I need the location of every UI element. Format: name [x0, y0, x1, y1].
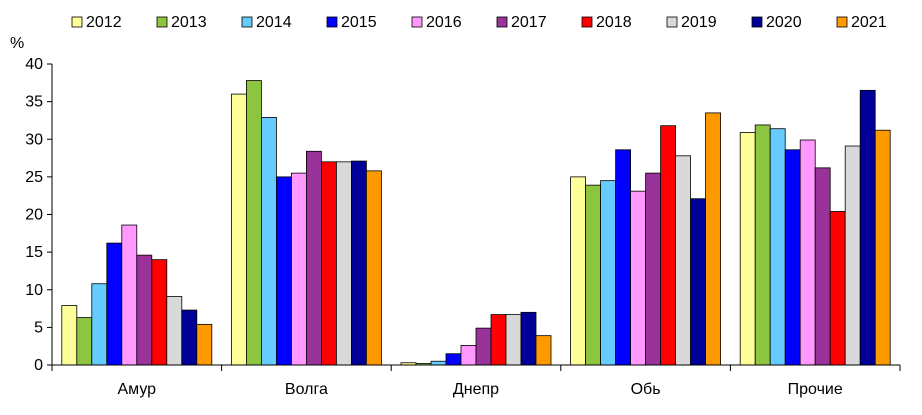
bar-2021-0 — [196, 323, 213, 366]
legend-label: 2013 — [171, 14, 207, 31]
y-tick-label: 30 — [25, 131, 43, 148]
bars — [61, 80, 891, 366]
y-tick-label: 25 — [25, 169, 43, 186]
legend-label: 2014 — [256, 14, 292, 31]
legend-swatch — [836, 16, 848, 28]
bar-2013-0 — [76, 317, 93, 366]
bar-2016-2 — [460, 345, 477, 366]
legend-swatch — [581, 16, 593, 28]
y-tick-label: 35 — [25, 94, 43, 111]
bar-2014-3 — [600, 180, 616, 366]
bar-2018-2 — [490, 314, 507, 366]
y-tick-label: 5 — [34, 319, 43, 336]
y-tick-label: 10 — [25, 282, 43, 299]
y-tick-label: 0 — [34, 357, 43, 374]
legend-label: 2018 — [596, 14, 632, 31]
bar-2018-4 — [829, 211, 846, 366]
bar-2020-4 — [859, 89, 876, 366]
legend-swatch — [241, 16, 253, 28]
legend-item-2016: 2016 — [411, 14, 462, 31]
bar-2012-4 — [739, 132, 756, 366]
legend-item-2018: 2018 — [581, 14, 632, 31]
legend-label: 2012 — [86, 14, 122, 31]
bar-2018-1 — [320, 161, 337, 366]
bar-2017-3 — [645, 172, 661, 366]
y-tick-label: 20 — [25, 207, 43, 224]
legend-item-2015: 2015 — [326, 14, 377, 31]
bar-2015-3 — [615, 149, 631, 366]
bar-2020-3 — [690, 198, 706, 366]
bar-2012-1 — [230, 93, 247, 366]
bar-2017-0 — [136, 254, 153, 366]
bar-2015-0 — [106, 242, 123, 366]
bar-2019-4 — [844, 145, 861, 366]
bar-2019-3 — [675, 155, 691, 366]
legend-swatch — [751, 16, 763, 28]
legend-item-2017: 2017 — [496, 14, 547, 31]
bar-2018-0 — [151, 259, 168, 366]
legend-item-2020: 2020 — [751, 14, 802, 31]
bar-2020-1 — [350, 160, 367, 366]
bar-2016-1 — [290, 172, 307, 366]
bar-2015-4 — [784, 149, 801, 366]
legend: 2012 2013 2014 2015 2016 2017 2018 2019 2020 2021 — [71, 14, 887, 31]
bar-2017-1 — [305, 150, 322, 366]
legend-swatch — [411, 16, 423, 28]
bar-2013-3 — [585, 184, 601, 366]
category-label: Волга — [285, 381, 328, 398]
legend-label: 2015 — [341, 14, 377, 31]
x-axis: Амур Волга Днепр Обь Прочие — [51, 364, 901, 398]
legend-item-2012: 2012 — [71, 14, 122, 31]
legend-swatch — [326, 16, 338, 28]
legend-label: 2017 — [511, 14, 547, 31]
bar-2015-1 — [275, 176, 292, 366]
bar-2021-3 — [705, 112, 721, 366]
bar-2014-1 — [260, 117, 277, 366]
category-label: Прочие — [788, 381, 843, 398]
bar-2019-2 — [505, 314, 522, 366]
bar-2019-0 — [166, 296, 183, 366]
bar-2012-0 — [61, 305, 78, 366]
bar-2013-1 — [245, 80, 262, 366]
bar-2020-0 — [181, 309, 198, 366]
legend-item-2019: 2019 — [666, 14, 717, 31]
bar-2019-1 — [335, 161, 352, 366]
legend-label: 2020 — [766, 14, 802, 31]
bar-2021-2 — [535, 335, 552, 366]
bar-2016-3 — [630, 190, 646, 366]
bar-2018-3 — [660, 125, 676, 366]
y-axis: 0 5 10 15 20 25 30 35 40 — [25, 56, 53, 374]
bar-2014-2 — [430, 360, 447, 366]
category-label: Днепр — [453, 381, 499, 398]
category-label: Амур — [118, 381, 157, 398]
legend-item-2013: 2013 — [156, 14, 207, 31]
category-label: Обь — [631, 381, 661, 398]
bar-2014-0 — [91, 283, 108, 366]
bar-2015-2 — [445, 353, 462, 366]
legend-swatch — [156, 16, 168, 28]
y-tick-label: 15 — [25, 244, 43, 261]
legend-item-2021: 2021 — [836, 14, 887, 31]
legend-item-2014: 2014 — [241, 14, 292, 31]
bar-2016-0 — [121, 224, 138, 366]
y-axis-label: % — [10, 35, 24, 52]
bar-2017-4 — [814, 167, 831, 366]
legend-swatch — [666, 16, 678, 28]
bar-2013-4 — [754, 124, 771, 366]
bar-2021-4 — [874, 129, 891, 366]
bar-2020-2 — [520, 311, 537, 366]
y-tick-label: 40 — [25, 56, 43, 73]
bar-2012-3 — [570, 176, 586, 366]
legend-label: 2019 — [681, 14, 717, 31]
bar-2017-2 — [475, 327, 492, 366]
legend-swatch — [71, 16, 83, 28]
bar-2014-4 — [769, 128, 786, 366]
legend-swatch — [496, 16, 508, 28]
bar-2021-1 — [365, 170, 382, 366]
legend-label: 2016 — [426, 14, 462, 31]
bar-2016-4 — [799, 139, 816, 366]
legend-label: 2021 — [851, 14, 887, 31]
